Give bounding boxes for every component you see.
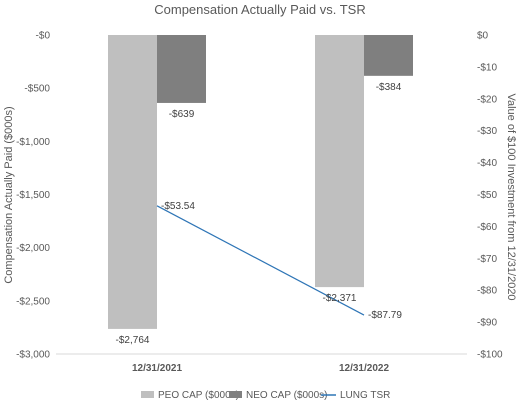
y2-tick-label: -$30 [477,126,497,137]
y-tick-label: -$1,000 [16,137,50,148]
legend-marker [141,391,154,398]
data-labels: -$2,764 -$2,371 -$639 -$384 -$53.54 -$87.79 [116,82,403,346]
line [156,205,365,316]
bar [108,35,157,329]
y2-tick-label: -$20 [477,94,497,105]
data-label: -$384 [376,82,402,93]
y2-tick-label: -$80 [477,286,497,297]
legend: PEO CAP ($000s) NEO CAP ($000s) LUNG TSR [141,390,390,401]
y2-axis-title: Value of $100 Investment from 12/31/2020 [505,93,517,300]
data-label: -$2,371 [323,293,357,304]
y2-tick-label: -$70 [477,254,497,265]
y-axis-title: Compensation Actually Paid ($000s) [3,106,15,283]
bar [315,35,364,288]
bar [157,35,206,103]
axes: -$0 -$500 -$1,000 -$1,500 -$2,000 -$2,500 -$3,… [16,31,503,375]
data-label: -$2,764 [116,335,150,346]
y-tick-label: -$500 [24,84,50,95]
y2-tick-label: $0 [477,31,489,42]
x-tick-label: 12/31/2022 [339,363,389,374]
y-tick-label: -$2,000 [16,243,50,254]
data-label: -$53.54 [161,201,195,212]
legend-marker [229,391,242,398]
legend-label: PEO CAP ($000s) [158,390,239,401]
legend-label: LUNG TSR [340,390,390,401]
legend-label: NEO CAP ($000s) [246,390,328,401]
chart-title: Compensation Actually Paid vs. TSR [154,2,365,17]
data-label: -$639 [169,109,195,120]
bars [108,35,413,329]
y2-tick-label: -$60 [477,222,497,233]
data-label: -$87.79 [368,310,402,321]
y2-tick-label: -$40 [477,158,497,169]
y2-tick-label: -$100 [477,350,503,361]
y2-tick-label: -$90 [477,318,497,329]
y-tick-label: -$1,500 [16,190,50,201]
x-tick-label: 12/31/2021 [132,363,182,374]
y2-tick-label: -$10 [477,62,497,73]
tsr-line-series [156,205,365,316]
bar [364,35,413,76]
y2-tick-label: -$50 [477,190,497,201]
y-tick-label: -$0 [36,31,51,42]
y-tick-label: -$3,000 [16,350,50,361]
y-tick-label: -$2,500 [16,296,50,307]
